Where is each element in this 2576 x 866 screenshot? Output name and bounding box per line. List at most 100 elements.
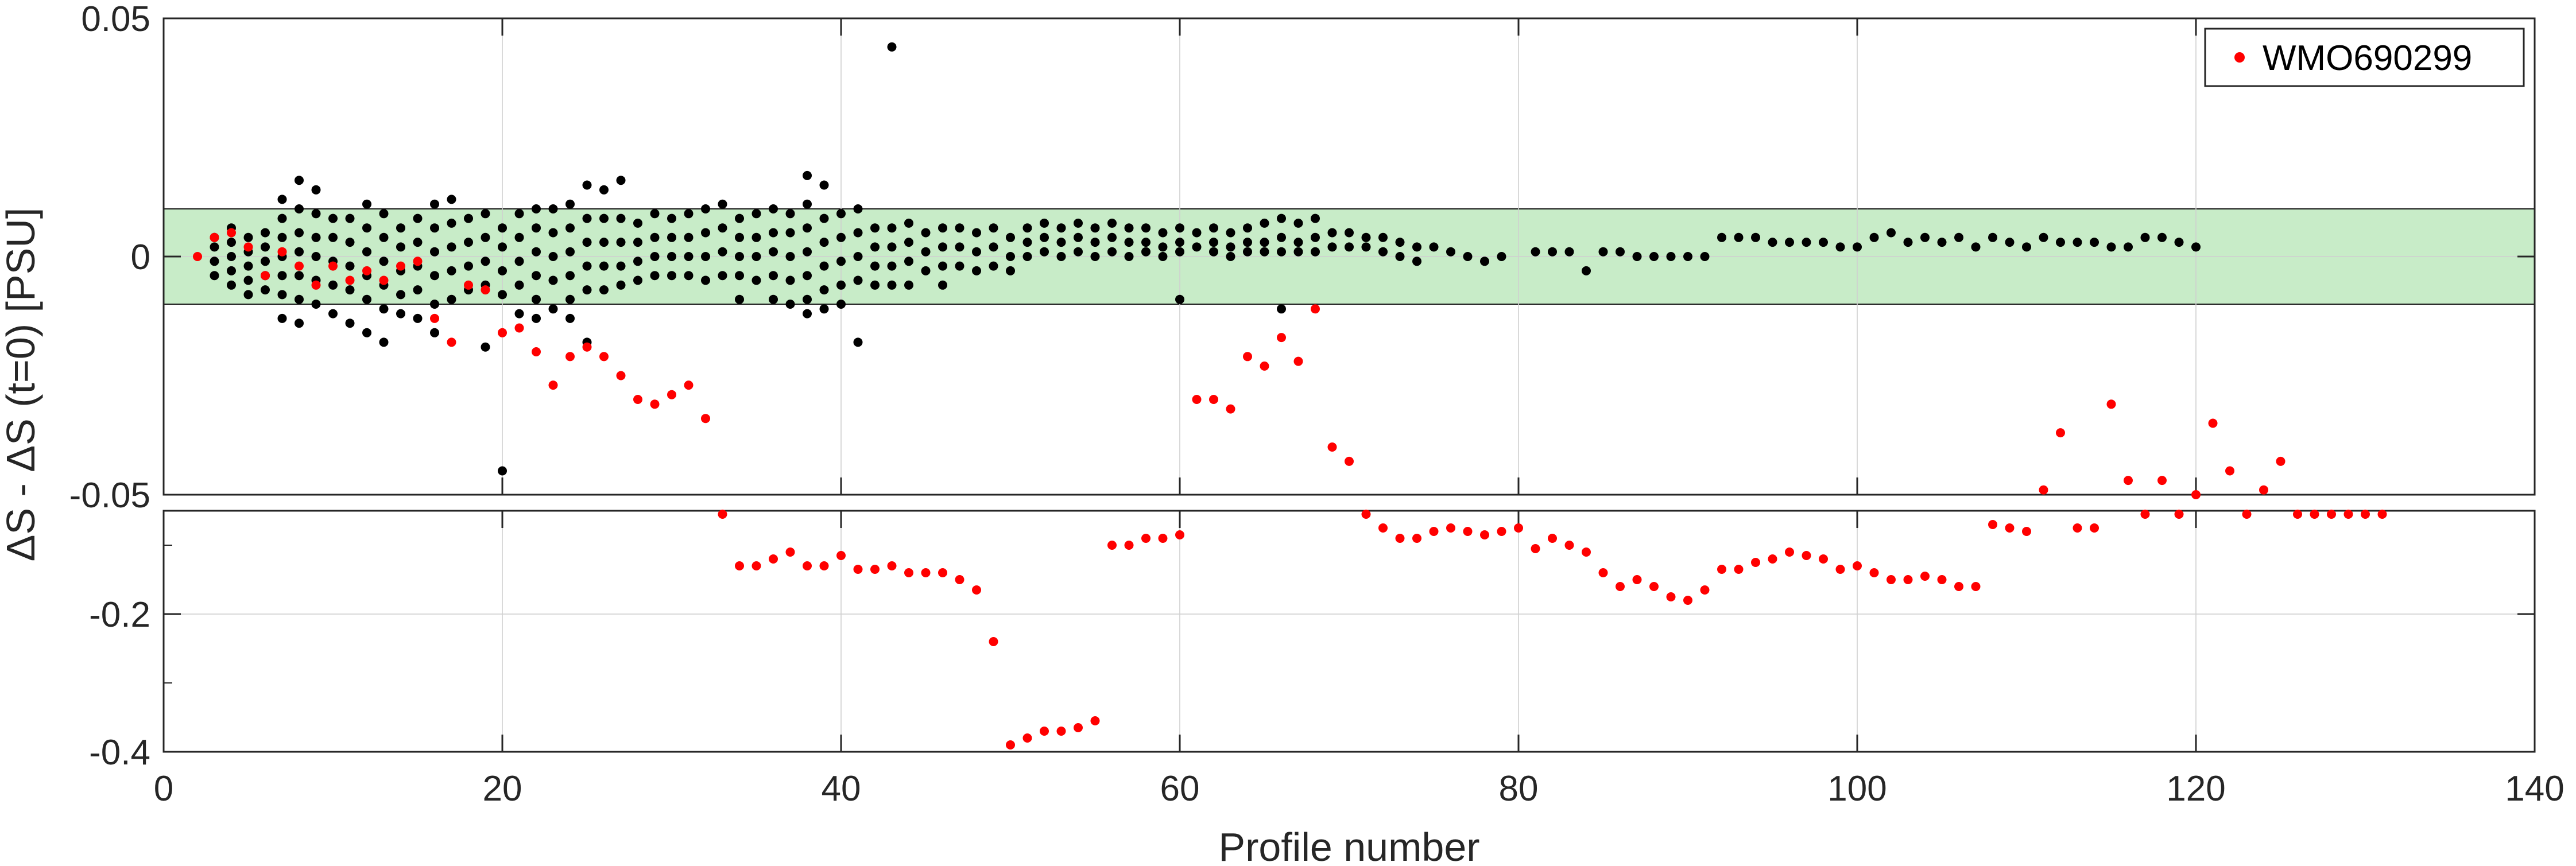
data-point-red xyxy=(853,565,863,574)
data-point-black xyxy=(1090,252,1100,261)
tick-labels: 0 20 40 60 80 100 120 140 0.05 0 -0.05 -0.2 -0.4 xyxy=(69,0,2565,809)
data-point-black xyxy=(1040,218,1049,228)
data-point-black xyxy=(752,252,761,261)
data-point-black xyxy=(1209,247,1218,257)
data-point-red xyxy=(1514,523,1523,533)
data-point-black xyxy=(1006,252,1015,261)
data-point-black xyxy=(803,170,812,180)
data-point-black xyxy=(311,252,321,261)
data-point-black xyxy=(582,285,592,295)
data-point-black xyxy=(684,232,694,242)
data-point-black xyxy=(548,228,558,238)
data-point-black xyxy=(430,223,439,233)
data-point-black xyxy=(210,242,219,252)
data-point-black xyxy=(972,228,981,238)
data-point-black xyxy=(396,242,405,252)
data-point-black xyxy=(1040,232,1049,242)
data-point-black xyxy=(1937,238,1947,247)
data-point-black xyxy=(769,294,778,304)
data-point-black xyxy=(701,275,710,285)
data-point-black xyxy=(1412,242,1421,252)
data-point-black xyxy=(362,199,371,209)
data-point-red xyxy=(1192,395,1202,404)
data-point-black xyxy=(1124,223,1134,233)
data-point-red xyxy=(1666,592,1676,601)
data-point-black xyxy=(1056,238,1066,247)
data-point-red xyxy=(1175,530,1184,539)
data-point-black xyxy=(1209,223,1218,233)
data-point-black xyxy=(277,195,287,204)
data-point-black xyxy=(921,228,931,238)
data-point-black xyxy=(1446,247,1455,257)
data-point-red xyxy=(1734,565,1744,574)
data-point-black xyxy=(735,213,744,223)
data-point-red xyxy=(243,242,253,252)
data-point-red xyxy=(261,271,270,281)
red-series-marks xyxy=(193,228,2387,750)
data-point-red xyxy=(1564,541,1574,550)
data-point-red xyxy=(1243,352,1252,362)
data-point-black xyxy=(1649,252,1659,261)
data-point-red xyxy=(938,568,947,577)
data-point-red xyxy=(447,337,456,347)
data-point-red xyxy=(2343,510,2353,519)
data-point-black xyxy=(1107,218,1117,228)
x-axis-title: Profile number xyxy=(1218,825,1479,866)
data-point-black xyxy=(718,199,727,209)
data-point-black xyxy=(2174,238,2184,247)
data-point-black xyxy=(1616,247,1625,257)
data-point-black xyxy=(752,209,761,219)
data-point-black xyxy=(599,261,609,271)
data-point-black xyxy=(1327,242,1337,252)
data-point-red xyxy=(785,547,795,557)
data-point-black xyxy=(938,280,947,290)
data-point-black xyxy=(565,271,575,281)
data-point-black xyxy=(514,280,524,290)
data-point-black xyxy=(328,232,338,242)
data-point-black xyxy=(1395,252,1405,261)
data-point-black xyxy=(1497,252,1506,261)
data-point-red xyxy=(1480,530,1489,539)
data-point-black xyxy=(2106,242,2116,252)
data-point-black xyxy=(1277,232,1286,242)
legend: WMO690299 xyxy=(2204,28,2525,87)
data-point-black xyxy=(396,309,405,319)
data-point-black xyxy=(1632,252,1642,261)
data-point-black xyxy=(1006,266,1015,275)
lower-plot-background xyxy=(164,511,2535,752)
data-point-black xyxy=(616,213,626,223)
data-point-black xyxy=(1971,242,1981,252)
data-point-red xyxy=(1226,404,1235,414)
data-point-red xyxy=(1141,534,1151,543)
data-point-black xyxy=(227,252,236,261)
data-point-black xyxy=(1700,252,1710,261)
data-point-black xyxy=(1666,252,1676,261)
data-point-black xyxy=(599,213,609,223)
data-point-black xyxy=(1734,232,1744,242)
data-point-black xyxy=(243,290,253,300)
data-point-black xyxy=(379,337,389,347)
data-point-black xyxy=(1243,247,1252,257)
data-point-red xyxy=(1988,520,1997,529)
data-point-red xyxy=(836,551,846,560)
data-point-red xyxy=(1920,572,1930,581)
data-point-black xyxy=(1006,232,1015,242)
data-point-black xyxy=(328,280,338,290)
data-point-black xyxy=(650,209,660,219)
data-point-black xyxy=(1412,257,1421,266)
data-point-black xyxy=(1158,252,1168,261)
data-point-black xyxy=(1293,238,1303,247)
data-point-red xyxy=(1277,333,1286,343)
data-point-black xyxy=(769,204,778,213)
data-point-black xyxy=(1260,238,1269,247)
data-point-red xyxy=(2005,523,2015,533)
data-point-black xyxy=(582,238,592,247)
x-tick-label: 20 xyxy=(483,769,522,809)
data-point-black xyxy=(1683,252,1692,261)
data-point-black xyxy=(853,275,863,285)
data-point-black xyxy=(447,294,456,304)
data-point-black xyxy=(1243,223,1252,233)
data-point-black xyxy=(1107,232,1117,242)
data-point-black xyxy=(803,309,812,319)
data-point-black xyxy=(277,290,287,300)
